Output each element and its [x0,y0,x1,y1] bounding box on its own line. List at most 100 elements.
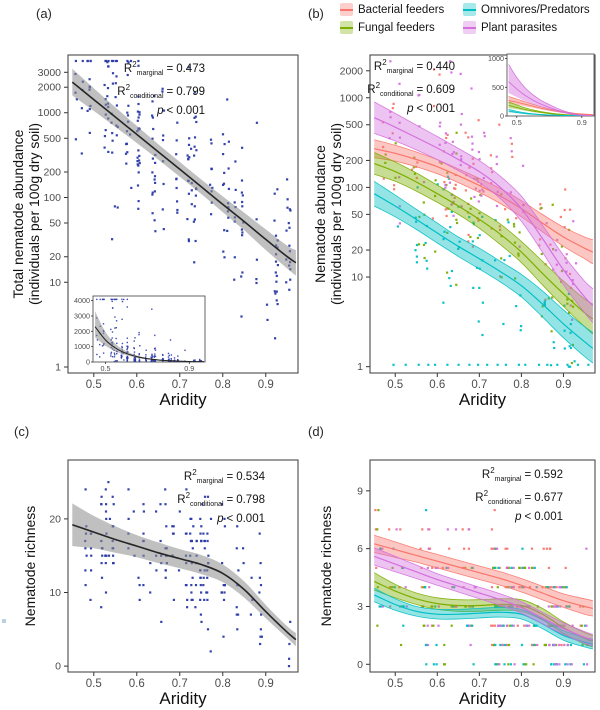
legend-key-bacterial-feeders [340,3,353,16]
svg-text:1000: 1000 [74,342,90,351]
svg-text:0.5: 0.5 [387,678,403,690]
svg-text:200: 200 [43,166,61,178]
svg-text:0.8: 0.8 [215,379,231,391]
legend-key-plant-parasites [463,21,476,34]
svg-text:50: 50 [351,209,363,221]
svg-text:500: 500 [345,119,363,131]
stat-r2-conditional: R2conditional = 0.609 [367,81,455,99]
chart-canvas-d: 0 3 6 9 0.5 0.6 0.7 0.8 0.9 [357,459,596,690]
svg-text:0.6: 0.6 [429,678,445,690]
svg-text:1000: 1000 [340,92,364,104]
svg-text:0.5: 0.5 [387,379,403,391]
svg-text:0.9: 0.9 [184,364,194,373]
stat-p-value: p <0.001 [515,511,563,524]
panel-b: 1 10 20 50 100 200 500 1000 2000 0.5 0.6 0.7 0.8 0.9 0… [300,0,600,420]
panel-a: 1 10 20 50 100 200 500 1000 2000 3000 0.5 0.6 0.7 0.8… [0,0,300,420]
svg-text:1000: 1000 [488,54,504,63]
svg-text:20: 20 [351,245,363,257]
svg-text:0.5: 0.5 [86,379,102,391]
panel-label-a: (a) [36,6,52,21]
legend-key-line [340,26,353,29]
svg-text:0.9: 0.9 [258,379,274,391]
stat-p-value: p <0.001 [217,513,265,526]
panel-d: 0 3 6 9 0.5 0.6 0.7 0.8 0.9 (d) R2marginal = 0.592… [300,420,600,710]
stats-annotation-b: R2marginal = 0.440 R2conditional = 0.609 p <0… [367,56,455,116]
svg-text:200: 200 [345,155,363,167]
svg-text:0.9: 0.9 [577,118,587,127]
svg-text:500: 500 [43,133,61,145]
svg-text:3: 3 [357,601,363,613]
stat-r2-marginal: R2marginal = 0.473 [123,60,205,78]
x-axis-title-b: Aridity [458,390,507,409]
svg-text:100: 100 [345,182,363,194]
svg-text:2000: 2000 [38,82,62,94]
stats-annotation-d: R2marginal = 0.592 R2conditional = 0.677 p <0… [475,464,563,524]
y-axis-title-c: Nematode richness [22,505,38,627]
svg-text:0.7: 0.7 [471,678,487,690]
svg-text:0.6: 0.6 [429,379,445,391]
svg-text:0.7: 0.7 [172,678,188,690]
svg-text:0: 0 [500,112,504,121]
svg-text:10: 10 [49,277,61,289]
stats-annotation-c: R2marginal = 0.534 R2conditional = 0.798 p <0… [177,466,265,526]
stat-r2-conditional: R2conditional = 0.798 [177,491,265,509]
svg-text:0.5: 0.5 [86,678,102,690]
svg-text:20: 20 [49,251,61,263]
svg-text:20: 20 [49,513,61,525]
svg-text:1000: 1000 [38,107,62,119]
svg-text:0.6: 0.6 [129,379,145,391]
svg-text:0: 0 [55,661,61,673]
stat-p-value: p <0.001 [407,103,455,116]
stray-pixel-artifact [2,619,6,623]
svg-text:2000: 2000 [340,65,364,77]
legend-key-line [340,8,353,11]
svg-text:100: 100 [43,192,61,204]
stat-r2-conditional: R2conditional = 0.677 [475,489,563,507]
panel-label-c: (c) [14,424,30,439]
svg-text:9: 9 [357,485,363,497]
x-axis-title-d: Aridity [458,689,507,708]
svg-text:0.8: 0.8 [513,678,529,690]
svg-text:6: 6 [357,543,363,555]
stat-p-value: p <0.001 [157,105,205,118]
panel-label-d: (d) [308,424,324,439]
svg-text:0.9: 0.9 [555,379,571,391]
svg-text:4000: 4000 [74,296,90,305]
svg-text:0.8: 0.8 [513,379,529,391]
y-axis-title-b: Nematode abundance (individuals per 100g … [312,122,344,306]
svg-text:0.5: 0.5 [101,364,111,373]
legend-item-bacterial-feeders: Bacterial feeders [340,3,444,16]
stat-r2-marginal: R2marginal = 0.592 [481,466,563,484]
svg-text:10: 10 [49,587,61,599]
svg-text:0.8: 0.8 [215,678,231,690]
svg-text:0.5: 0.5 [512,118,522,127]
legend-item-omnivores-predators: Omnivores/Predators [463,3,590,16]
svg-text:0: 0 [357,659,363,671]
x-axis-title-c: Aridity [159,689,207,708]
svg-text:1: 1 [55,362,61,374]
svg-text:0.9: 0.9 [555,678,571,690]
legend-key-omnivores-predators [463,3,476,16]
y-axis-title-d: Nematode richness [318,505,334,627]
legend-item-fungal-feeders: Fungal feeders [340,21,435,34]
svg-text:1: 1 [357,361,363,373]
panel-c: 0 10 20 0.5 0.6 0.7 0.8 0.9 (c) R2marginal = 0.53… [0,420,300,710]
legend: Bacterial feeders Fungal feeders Omnivor… [300,0,600,42]
legend-key-line [463,26,476,29]
svg-text:500: 500 [492,83,504,92]
svg-text:0.7: 0.7 [471,379,487,391]
svg-text:0.7: 0.7 [172,379,188,391]
svg-text:3000: 3000 [74,311,90,320]
x-axis-title-a: Aridity [159,390,207,409]
svg-text:0: 0 [86,358,90,367]
stat-r2-conditional: R2conditional = 0.799 [117,83,205,101]
legend-key-line [463,8,476,11]
stat-r2-marginal: R2marginal = 0.440 [373,58,455,76]
y-axis-title-a: Total nematode abundance (individuals per… [10,122,42,306]
stat-r2-marginal: R2marginal = 0.534 [183,468,265,486]
chart-canvas-b: 1 10 20 50 100 200 500 1000 2000 0.5 0.6 0.7 0.8 0.9 0… [340,53,596,391]
svg-text:2000: 2000 [74,327,90,336]
svg-text:3000: 3000 [38,67,62,79]
stats-annotation-a: R2marginal = 0.473 R2conditional = 0.799 p <0… [117,58,205,118]
